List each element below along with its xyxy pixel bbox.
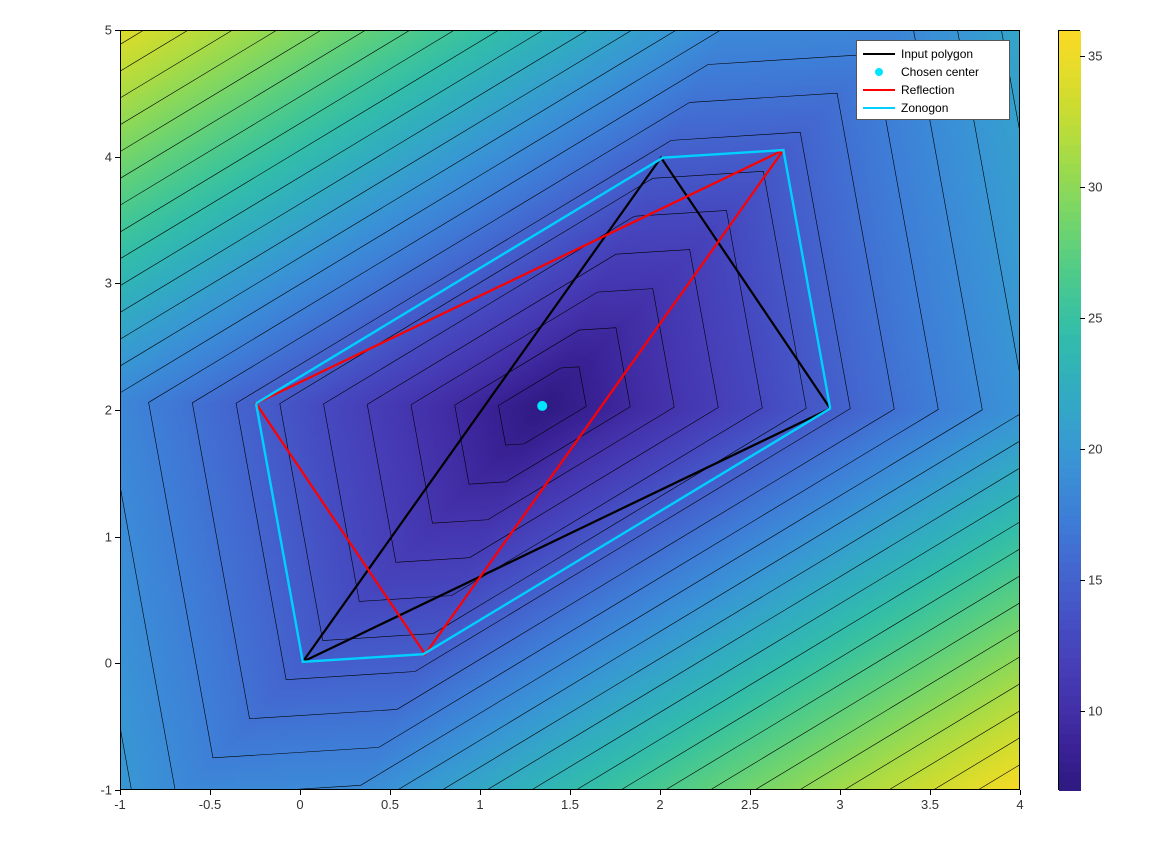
y-tick-label: 2 xyxy=(90,403,112,418)
colorbar-tick xyxy=(1080,449,1085,450)
x-tick xyxy=(210,790,211,795)
x-tick-label: 0.5 xyxy=(381,797,399,812)
x-tick-label: -1 xyxy=(114,797,126,812)
figure: Input polygon Chosen center Reflection Zono… xyxy=(0,0,1165,841)
legend-label: Chosen center xyxy=(901,65,979,79)
y-tick-label: 3 xyxy=(90,276,112,291)
x-tick-label: 0 xyxy=(296,797,303,812)
x-tick-label: -0.5 xyxy=(199,797,221,812)
colorbar-tick-label: 20 xyxy=(1088,442,1102,457)
x-tick xyxy=(390,790,391,795)
x-tick xyxy=(840,790,841,795)
axes xyxy=(120,30,1020,790)
colorbar-tick xyxy=(1080,318,1085,319)
legend-line-icon xyxy=(863,101,895,115)
legend-item: Reflection xyxy=(863,81,1003,99)
colorbar xyxy=(1058,30,1080,790)
x-tick-label: 4 xyxy=(1016,797,1023,812)
legend-label: Reflection xyxy=(901,83,954,97)
y-tick-label: 0 xyxy=(90,656,112,671)
y-tick-label: -1 xyxy=(90,783,112,798)
legend-label: Input polygon xyxy=(901,47,973,61)
x-tick-label: 1.5 xyxy=(561,797,579,812)
colorbar-tick-label: 30 xyxy=(1088,180,1102,195)
x-tick-label: 1 xyxy=(476,797,483,812)
legend-line-icon xyxy=(863,83,895,97)
x-tick xyxy=(750,790,751,795)
x-tick xyxy=(570,790,571,795)
legend-item: Input polygon xyxy=(863,45,1003,63)
y-tick xyxy=(115,410,120,411)
colorbar-tick xyxy=(1080,56,1085,57)
x-tick xyxy=(1020,790,1021,795)
x-tick-label: 3 xyxy=(836,797,843,812)
x-tick xyxy=(930,790,931,795)
x-tick-label: 3.5 xyxy=(921,797,939,812)
legend-line-icon xyxy=(863,47,895,61)
colorbar-tick xyxy=(1080,711,1085,712)
x-tick xyxy=(120,790,121,795)
x-tick xyxy=(300,790,301,795)
y-tick-label: 1 xyxy=(90,529,112,544)
y-tick xyxy=(115,663,120,664)
legend-label: Zonogon xyxy=(901,101,948,115)
y-tick-label: 5 xyxy=(90,23,112,38)
legend-marker-icon xyxy=(863,65,895,79)
legend: Input polygon Chosen center Reflection Zono… xyxy=(856,40,1010,120)
y-tick-label: 4 xyxy=(90,149,112,164)
colorbar-tick-label: 35 xyxy=(1088,49,1102,64)
y-tick xyxy=(115,157,120,158)
colorbar-tick-label: 15 xyxy=(1088,573,1102,588)
y-tick xyxy=(115,790,120,791)
colorbar-tick-label: 10 xyxy=(1088,704,1102,719)
x-tick xyxy=(660,790,661,795)
colorbar-tick xyxy=(1080,187,1085,188)
y-tick xyxy=(115,283,120,284)
colorbar-tick-label: 25 xyxy=(1088,311,1102,326)
y-tick xyxy=(115,537,120,538)
legend-item: Chosen center xyxy=(863,63,1003,81)
y-tick xyxy=(115,30,120,31)
x-tick-label: 2 xyxy=(656,797,663,812)
center-marker xyxy=(537,401,547,411)
x-tick-label: 2.5 xyxy=(741,797,759,812)
legend-item: Zonogon xyxy=(863,99,1003,117)
colorbar-tick xyxy=(1080,580,1085,581)
contour-fill xyxy=(121,31,1020,790)
x-tick xyxy=(480,790,481,795)
